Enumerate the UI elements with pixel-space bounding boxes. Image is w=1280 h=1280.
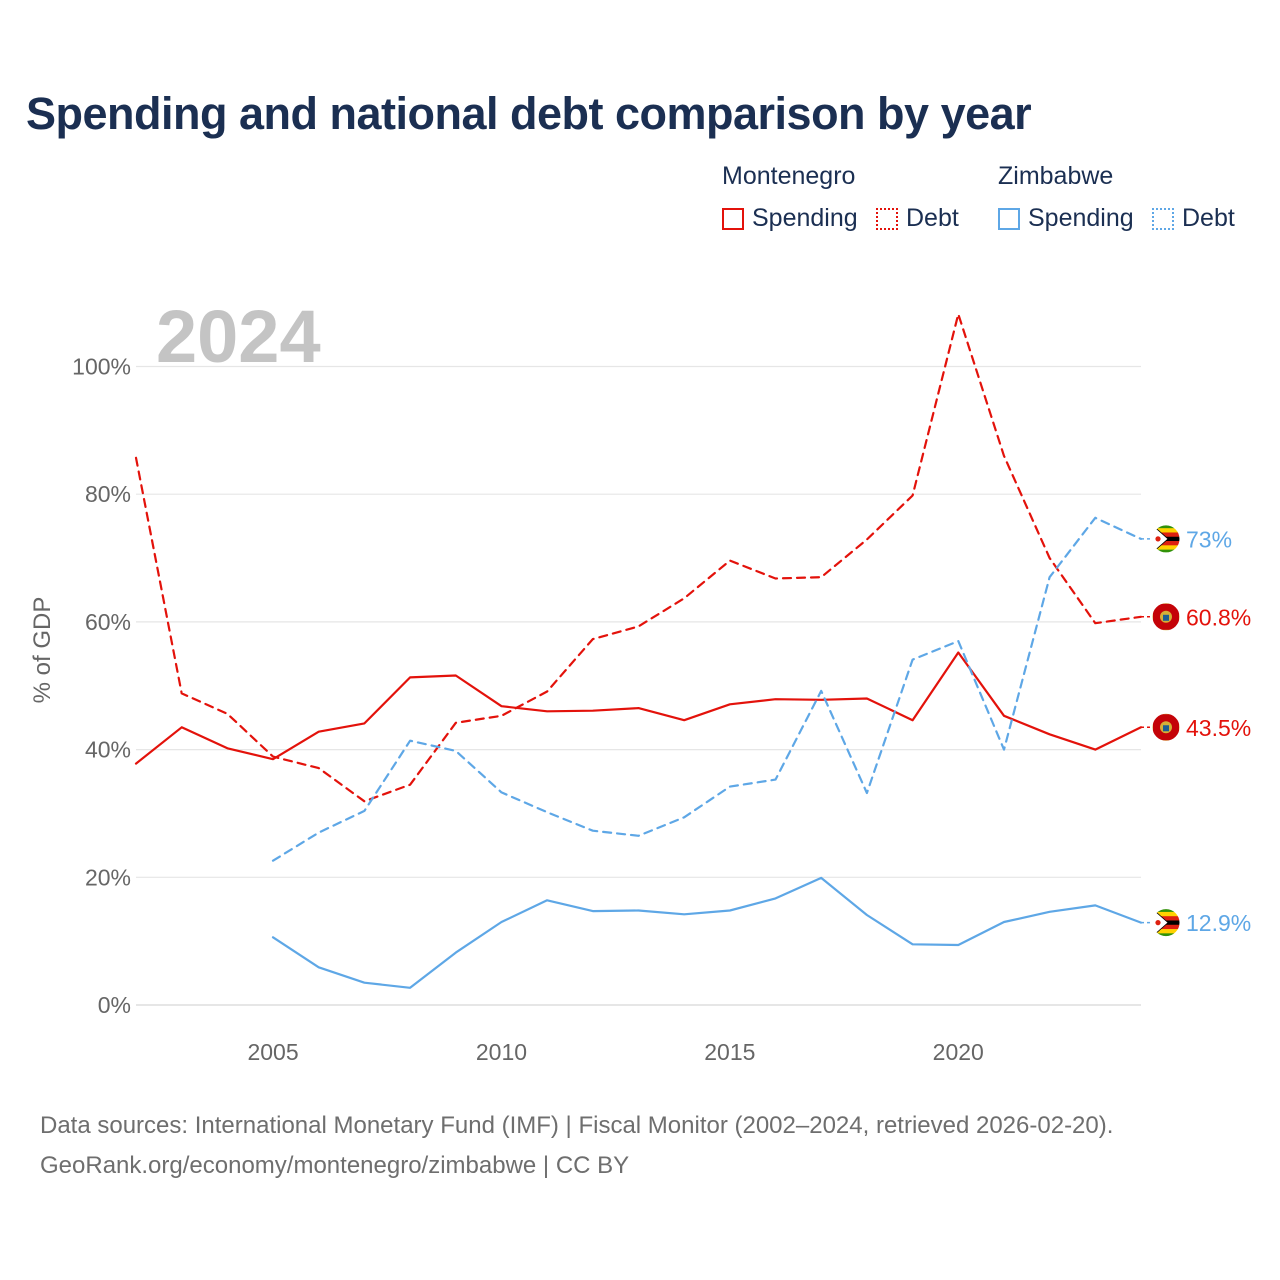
end-value-label: 43.5% — [1186, 715, 1251, 741]
y-tick-label: 100% — [72, 354, 131, 380]
end-value-label: 60.8% — [1186, 604, 1251, 630]
legend-dotted-swatch-icon — [1152, 207, 1174, 230]
legend-solid-swatch-icon — [722, 207, 744, 230]
montenegro-flag-icon — [1151, 712, 1181, 742]
sources-line-1: Data sources: International Monetary Fun… — [40, 1112, 1114, 1139]
data-sources: Data sources: International Monetary Fun… — [40, 1106, 1113, 1186]
zimbabwe-flag-icon — [1151, 908, 1181, 938]
x-tick-label: 2010 — [476, 1039, 527, 1065]
legend-dotted-swatch-icon — [876, 207, 898, 230]
x-tick-label: 2015 — [704, 1039, 755, 1065]
legend-montenegro-title: Montenegro — [722, 162, 856, 190]
legend-label: Debt — [1182, 204, 1235, 232]
series-line-montenegro-spending[interactable] — [134, 651, 1143, 765]
y-tick-label: 40% — [85, 737, 131, 763]
y-tick-label: 0% — [98, 992, 131, 1018]
series-line-zimbabwe-spending[interactable] — [271, 876, 1143, 989]
legend-zimbabwe-title: Zimbabwe — [998, 162, 1114, 190]
y-tick-label: 80% — [85, 481, 131, 507]
legend-montenegro-debt[interactable]: Debt — [876, 204, 959, 233]
montenegro-flag-icon — [1151, 602, 1181, 632]
end-value-label: 12.9% — [1186, 910, 1251, 936]
x-tick-label: 2020 — [933, 1039, 984, 1065]
y-axis-label: % of GDP — [29, 597, 56, 704]
y-tick-label: 60% — [85, 609, 131, 635]
series-line-montenegro-debt[interactable] — [134, 313, 1143, 803]
line-chart: 2024 % of GDP 0% 20% 40% 60% 80% 100% 2005 2010… — [29, 295, 1251, 1065]
legend-zimbabwe-debt[interactable]: Debt — [1152, 204, 1235, 233]
legend-zimbabwe-spending[interactable]: Spending — [998, 204, 1134, 233]
legend-label: Spending — [1028, 204, 1134, 232]
legend-label: Debt — [906, 204, 959, 232]
zimbabwe-flag-icon — [1151, 524, 1181, 554]
year-watermark: 2024 — [156, 295, 321, 378]
chart-title: Spending and national debt comparison by… — [26, 88, 1032, 139]
end-value-label: 73% — [1186, 526, 1232, 552]
legend-montenegro-spending[interactable]: Spending — [722, 204, 858, 233]
y-tick-label: 20% — [85, 864, 131, 890]
sources-line-2[interactable]: GeoRank.org/economy/montenegro/zimbabwe … — [40, 1152, 630, 1179]
legend-label: Spending — [752, 204, 858, 232]
series-line-zimbabwe-debt[interactable] — [271, 516, 1143, 862]
legend-solid-swatch-icon — [998, 207, 1020, 230]
x-tick-label: 2005 — [247, 1039, 298, 1065]
